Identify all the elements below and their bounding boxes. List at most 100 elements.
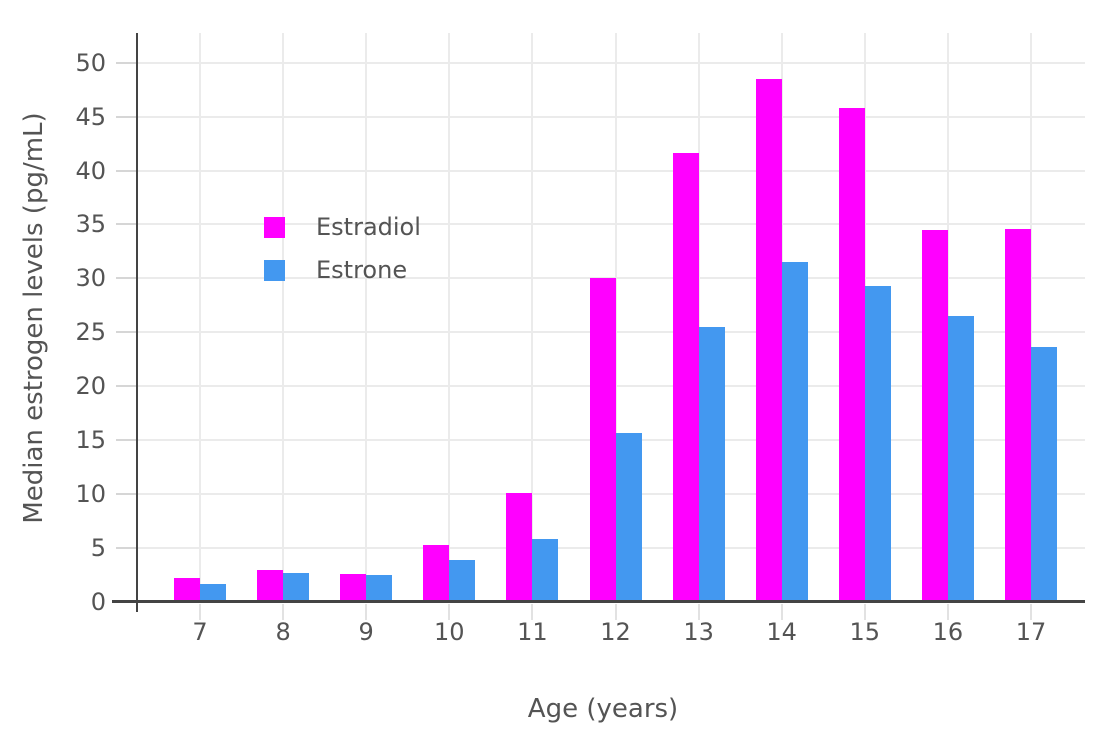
bar-estradiol-age-10 — [423, 544, 450, 602]
y-tick-label-50: 50 — [75, 48, 106, 77]
y-tick-20 — [116, 385, 136, 388]
bar-estrone-age-7 — [200, 583, 226, 602]
bar-group-age-17 — [1005, 33, 1057, 602]
x-tick-10 — [448, 604, 451, 620]
y-tick-label-45: 45 — [75, 102, 106, 131]
bar-estradiol-age-11 — [506, 493, 533, 602]
y-tick-25 — [116, 331, 136, 334]
x-tick-7 — [199, 604, 201, 620]
bar-estradiol-age-16 — [921, 229, 948, 602]
bar-estrone-age-17 — [1031, 347, 1057, 602]
x-tick-label-9: 9 — [358, 618, 374, 646]
x-axis-title: Age (years) — [527, 694, 679, 724]
y-tick-15 — [116, 439, 136, 442]
bar-group-age-11 — [506, 33, 559, 602]
bar-group-age-13 — [672, 33, 725, 602]
y-tick-label-20: 20 — [75, 372, 106, 401]
y-tick-5 — [116, 547, 136, 550]
bar-estradiol-age-7 — [174, 578, 200, 602]
h-gridline-40 — [138, 169, 1085, 172]
x-tick-label-11: 11 — [517, 618, 548, 646]
v-gridline-10 — [448, 33, 451, 602]
y-tick-label-0: 0 — [90, 588, 106, 616]
estradiol-swatch-icon — [264, 216, 285, 238]
bar-estrone-age-16 — [947, 316, 974, 602]
legend: Estradiol Estrone — [264, 213, 421, 284]
estrone-swatch-icon — [264, 259, 285, 281]
x-tick-12 — [614, 604, 617, 620]
h-gridline-45 — [138, 115, 1085, 118]
h-gridline-35 — [138, 223, 1085, 226]
x-tick-label-16: 16 — [932, 618, 964, 646]
x-tick-label-12: 12 — [600, 618, 631, 646]
y-tick-10 — [116, 493, 136, 496]
bar-estradiol-age-9 — [340, 573, 367, 602]
bar-estradiol-age-14 — [755, 78, 782, 602]
bar-estrone-age-12 — [615, 432, 642, 602]
y-tick-label-10: 10 — [75, 480, 106, 509]
x-tick-16 — [946, 604, 949, 620]
y-axis-line — [136, 33, 138, 612]
y-tick-50 — [116, 61, 136, 64]
x-tick-13 — [697, 604, 700, 620]
y-tick-45 — [116, 115, 136, 118]
x-tick-label-8: 8 — [275, 618, 291, 646]
bar-group-age-16 — [921, 33, 974, 602]
bar-estrone-age-14 — [781, 262, 808, 602]
v-gridline-11 — [531, 33, 534, 602]
x-tick-8 — [282, 604, 285, 620]
legend-item-estradiol[interactable]: Estradiol — [264, 213, 421, 241]
plot-area: Estradiol Estrone 0 5 10 15 20 25 30 35 40 45 50 7 8… — [75, 33, 1085, 646]
y-tick-30 — [116, 277, 136, 280]
h-gridline-50 — [138, 61, 1085, 64]
bar-estrone-age-11 — [532, 539, 559, 602]
bar-estradiol-age-12 — [589, 278, 616, 602]
bar-estrone-age-9 — [366, 575, 393, 602]
legend-label-estradiol: Estradiol — [316, 213, 421, 241]
bar-estradiol-age-13 — [672, 153, 699, 602]
v-gridline-12 — [614, 33, 617, 602]
x-tick-label-14: 14 — [766, 618, 797, 646]
v-gridline-7 — [199, 33, 201, 602]
bar-group-age-15 — [838, 33, 891, 602]
v-gridline-17 — [1030, 33, 1032, 602]
x-tick-11 — [531, 604, 534, 620]
y-tick-label-5: 5 — [90, 534, 106, 563]
bar-estrone-age-10 — [449, 559, 476, 602]
bar-estrone-age-15 — [864, 285, 891, 602]
x-tick-15 — [863, 604, 866, 620]
bar-group-age-10 — [423, 33, 476, 602]
x-tick-label-13: 13 — [683, 618, 714, 646]
v-gridline-13 — [697, 33, 700, 602]
x-tick-label-10: 10 — [434, 618, 465, 646]
v-gridline-8 — [282, 33, 285, 602]
x-tick-label-17: 17 — [1015, 618, 1047, 646]
bar-group-age-14 — [755, 33, 808, 602]
x-tick-label-15: 15 — [849, 618, 881, 646]
bar-group-age-7 — [174, 33, 226, 602]
bar-group-age-8 — [257, 33, 310, 602]
h-gridline-30 — [138, 277, 1085, 280]
y-tick-label-25: 25 — [75, 318, 106, 347]
x-axis-line — [112, 600, 1085, 603]
x-tick-9 — [365, 604, 368, 620]
x-tick-17 — [1030, 604, 1032, 620]
bar-estradiol-age-8 — [257, 569, 284, 602]
bar-estradiol-age-15 — [838, 107, 865, 602]
bar-group-age-12 — [589, 33, 642, 602]
x-tick-label-7: 7 — [192, 618, 208, 646]
y-tick-label-40: 40 — [75, 156, 106, 185]
v-gridline-9 — [365, 33, 368, 602]
y-tick-label-30: 30 — [75, 264, 106, 293]
y-tick-label-15: 15 — [75, 426, 106, 455]
legend-label-estrone: Estrone — [316, 256, 408, 284]
bar-estradiol-age-17 — [1005, 228, 1031, 602]
legend-item-estrone[interactable]: Estrone — [264, 256, 421, 284]
x-tick-14 — [780, 604, 783, 620]
y-tick-40 — [116, 169, 136, 172]
y-tick-label-35: 35 — [75, 210, 106, 239]
bar-estrone-age-8 — [283, 572, 310, 602]
bar-estrone-age-13 — [698, 326, 725, 602]
bar-group-age-9 — [340, 33, 393, 602]
